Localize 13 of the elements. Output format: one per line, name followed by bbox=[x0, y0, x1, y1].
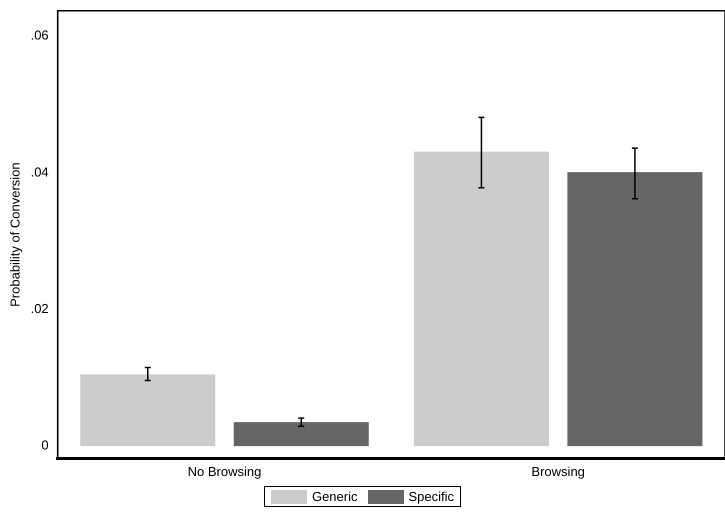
legend-label: Specific bbox=[408, 489, 454, 504]
y-axis-title: Probability of Conversion bbox=[7, 162, 22, 307]
bar bbox=[414, 152, 549, 446]
y-tick-label: .02 bbox=[30, 301, 49, 316]
bar bbox=[567, 172, 702, 446]
legend-label: Generic bbox=[312, 489, 358, 504]
y-tick-label: 0 bbox=[41, 438, 49, 453]
bar bbox=[80, 374, 216, 446]
y-tick-label: .04 bbox=[30, 164, 49, 180]
bar bbox=[234, 422, 369, 446]
x-tick-label: Browsing bbox=[531, 464, 585, 479]
x-tick-label: No Browsing bbox=[188, 464, 262, 479]
y-tick-label: .06 bbox=[30, 28, 49, 43]
